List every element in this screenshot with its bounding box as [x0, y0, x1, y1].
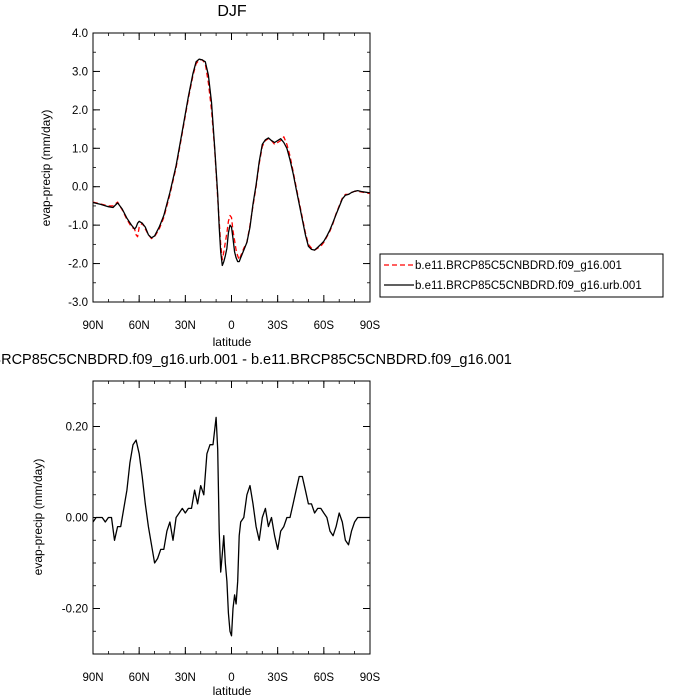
top-x-axis: 90N 60N 30N 0 30S 60S 90S	[82, 33, 381, 332]
bottom-x-axis: 90N 60N 30N 0 30S 60S 90S	[82, 381, 381, 684]
bottom-x-tick-label: 90S	[360, 672, 381, 684]
top-y-tick-label: 3.0	[72, 66, 88, 78]
top-x-tick-label: 0	[228, 320, 234, 332]
top-y-tick-label: 1.0	[72, 143, 88, 155]
legend: b.e11.BRCP85C5CNBDRD.f09_g16.001 b.e11.B…	[379, 253, 664, 298]
top-x-tick-label: 60N	[129, 320, 150, 332]
top-x-tick-label: 90S	[360, 320, 381, 332]
top-chart-title: DJF	[217, 3, 247, 20]
bottom-plot-frame	[92, 380, 371, 655]
bottom-y-tick-label: 0.00	[66, 513, 88, 525]
bottom-x-tick-label: 30S	[267, 672, 288, 684]
top-y-tick-label: 4.0	[72, 28, 88, 40]
top-x-tick-label: 30S	[267, 320, 288, 332]
bottom-y-tick-label: -0.20	[62, 604, 88, 616]
bottom-series-lines	[92, 416, 370, 637]
bottom-x-tick-label: 0	[228, 672, 234, 684]
top-x-axis-label: latitude	[213, 335, 252, 349]
bottom-y-axis: -0.20 0.00 0.20	[62, 380, 370, 655]
top-x-tick-label: 30N	[175, 320, 196, 332]
bottom-x-tick-label: 60N	[129, 672, 150, 684]
top-y-tick-label: -2.0	[68, 259, 88, 271]
top-y-tick-label: -1.0	[68, 220, 88, 232]
legend-box	[379, 253, 664, 298]
legend-label-series-2: b.e11.BRCP85C5CNBDRD.f09_g16.urb.001	[415, 280, 642, 292]
top-y-tick-label: 2.0	[72, 105, 88, 117]
top-series-lines	[92, 58, 371, 267]
top-chart-panel: DJF -3.0 -2.0 -1.0 0.0 1.0 2.0 3.0 4.0 90N 60N 30…	[39, 3, 381, 349]
top-plot-frame	[92, 32, 371, 303]
legend-label-series-1: b.e11.BRCP85C5CNBDRD.f09_g16.001	[415, 260, 622, 272]
bottom-x-tick-label: 60S	[314, 672, 335, 684]
bottom-chart-panel: b.e11.BRCP85C5CNBDRD.f09_g16.urb.001 - b…	[0, 352, 512, 698]
top-y-axis-label: evap-precip (mm/day)	[39, 110, 53, 227]
bottom-x-tick-label: 90N	[82, 672, 103, 684]
bottom-series-line-1	[92, 416, 370, 637]
top-x-tick-label: 60S	[314, 320, 335, 332]
top-x-tick-label: 90N	[82, 320, 103, 332]
bottom-x-tick-label: 30N	[175, 672, 196, 684]
bottom-chart-title: b.e11.BRCP85C5CNBDRD.f09_g16.urb.001 - b…	[0, 352, 512, 368]
bottom-y-axis-label: evap-precip (mm/day)	[31, 459, 45, 576]
top-y-tick-label: 0.0	[72, 182, 88, 194]
top-series-line-2	[92, 58, 371, 267]
top-y-axis: -3.0 -2.0 -1.0 0.0 1.0 2.0 3.0 4.0	[68, 28, 370, 309]
bottom-x-axis-label: latitude	[213, 684, 252, 698]
bottom-y-tick-label: 0.20	[66, 422, 88, 434]
top-y-tick-label: -3.0	[68, 297, 88, 309]
